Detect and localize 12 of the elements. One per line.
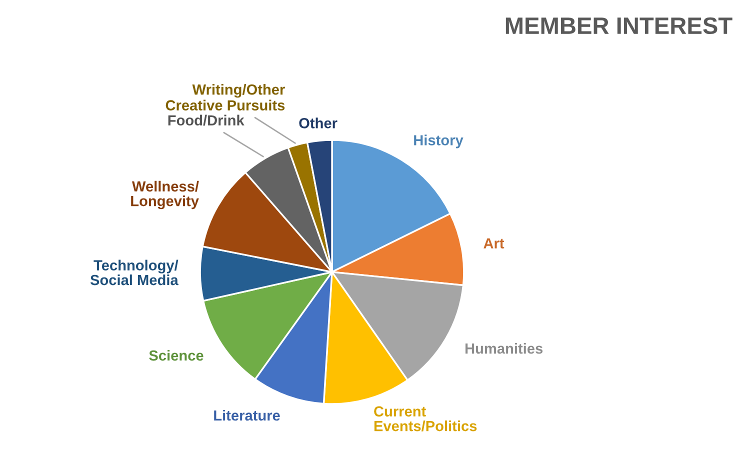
slice-label: Current Events/Politics [374, 406, 477, 432]
slice-label: Writing/Other Creative Pursuits [166, 84, 285, 110]
text: MEMBER INTEREST [506, 17, 732, 34]
slice-label: Science [149, 350, 204, 361]
slice-label: Other [299, 118, 338, 128]
slice-label: Food/Drink [168, 114, 244, 126]
slice-label: Humanities [466, 343, 543, 354]
slice-label: Technology/Social Media [90, 260, 178, 286]
slice-label: Wellness/Longevity [131, 180, 199, 210]
slice-label: Art [484, 238, 504, 249]
slice-label: History [414, 134, 464, 148]
slice-label: Literature [214, 410, 280, 421]
